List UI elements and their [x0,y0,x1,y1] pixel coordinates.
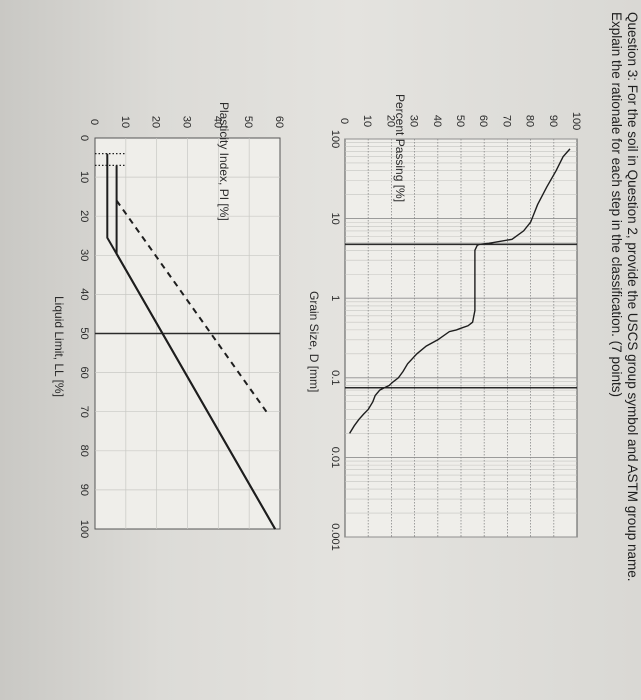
gradation-curve [349,148,571,434]
percent-tick-label: 80 [524,115,536,127]
liquid-limit-tick-label: 40 [78,288,90,300]
plasticity-tick-labels: 0 10 20 30 40 50 60 70 80 90 100 0 10 20 30 40 50 60 [78,116,285,538]
plasticity-index-tick-label: 60 [273,116,285,128]
percent-tick-label: 50 [454,115,466,127]
liquid-limit-tick-label: 30 [78,249,90,261]
grain-size-tick-labels: 100 10 1 0.1 0.01 0.001 0 10 20 30 40 50 60 70 80 90 100 [329,112,582,551]
plasticity-index-tick-label: 50 [242,116,254,128]
liquid-limit-tick-label: 0 [78,135,90,141]
percent-tick-label: 0 [338,118,350,124]
grain-size-grid [345,138,577,538]
plasticity-marks [95,152,280,530]
grain-size-tick-label: 10 [329,212,341,224]
plasticity-index-tick-label: 0 [88,119,100,125]
percent-tick-label: 100 [570,112,582,130]
liquid-limit-tick-label: 90 [78,484,90,496]
liquid-limit-tick-label: 20 [78,210,90,222]
grain-size-tick-label: 0.001 [329,523,341,551]
plasticity-index-axis-label: Plasticity Index, PI [%] [217,102,231,221]
grain-size-marks [345,148,577,434]
percent-tick-label: 30 [408,115,420,127]
percent-passing-axis-label: Percent Passing [%] [393,94,407,202]
percent-tick-label: 70 [500,115,512,127]
question-line-2: Explain the rationale for each step in t… [609,12,624,397]
grain-size-tick-label: 1 [329,295,341,301]
a-line [115,165,276,530]
plasticity-index-tick-label: 10 [119,116,131,128]
plasticity-index-tick-label: 40 [211,116,223,128]
grain-size-tick-label: 100 [329,130,341,148]
plasticity-index-tick-label: 30 [181,116,193,128]
liquid-limit-tick-label: 50 [78,327,90,339]
percent-tick-label: 40 [431,115,443,127]
plasticity-chart: 0 10 20 30 40 50 60 70 80 90 100 0 10 20 30 40 50 60 Plas… [52,102,285,538]
grain-size-axis-label: Grain Size, D [mm] [307,291,321,392]
plasticity-index-tick-label: 20 [150,116,162,128]
liquid-limit-tick-label: 100 [78,520,90,538]
percent-tick-label: 20 [384,115,396,127]
liquid-limit-tick-label: 10 [78,171,90,183]
percent-tick-label: 10 [361,115,373,127]
percent-tick-label: 60 [477,115,489,127]
question-line-1: Question 3: For the soil in Question 2, … [625,12,640,582]
liquid-limit-tick-label: 80 [78,445,90,457]
percent-tick-label: 90 [547,115,559,127]
liquid-limit-tick-label: 60 [78,366,90,378]
liquid-limit-tick-label: 70 [78,406,90,418]
grain-size-tick-label: 0.1 [329,370,341,385]
liquid-limit-axis-label: Liquid Limit, LL [%] [52,296,66,397]
question-text: Question 3: For the soil in Question 2, … [609,12,640,582]
grain-size-tick-label: 0.01 [329,447,341,468]
